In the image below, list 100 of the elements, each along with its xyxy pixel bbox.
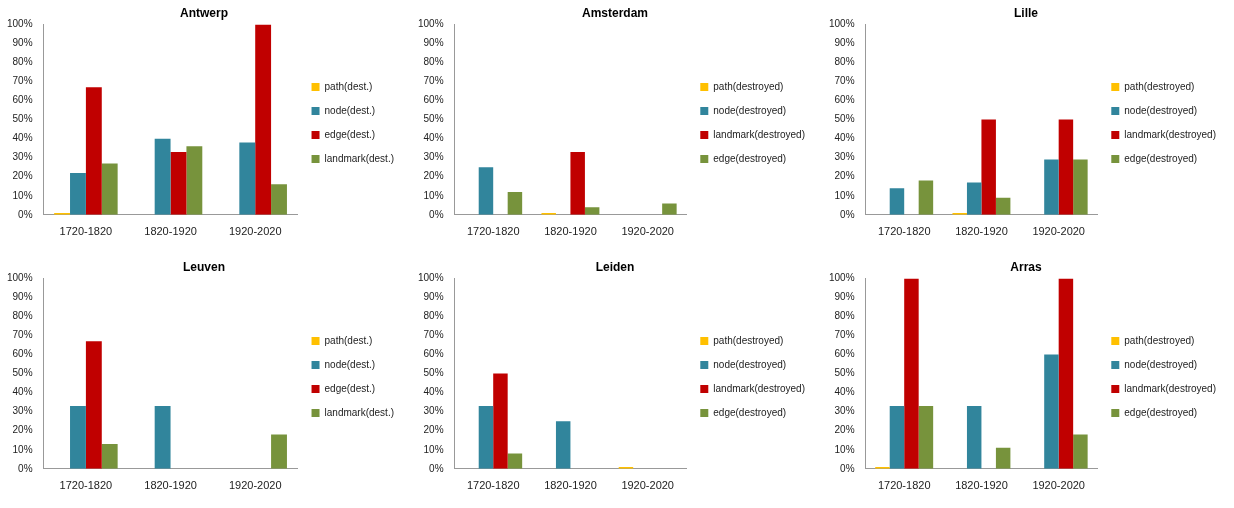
x-tick-label: 1820-1920 xyxy=(955,479,1008,492)
y-tick-label: 50% xyxy=(423,367,444,379)
x-tick-label: 1920-2020 xyxy=(621,479,674,492)
y-tick-label: 60% xyxy=(834,348,855,360)
bar xyxy=(995,197,1011,215)
chart-title: Leiden xyxy=(595,259,635,274)
bar xyxy=(255,24,272,215)
bar xyxy=(1058,119,1074,215)
legend-label: edge(destroyed) xyxy=(1124,406,1198,418)
y-tick-label: 10% xyxy=(423,443,444,455)
y-tick-label: 80% xyxy=(834,56,855,68)
x-tick-label: 1720-1820 xyxy=(877,225,931,238)
x-tick-label: 1720-1820 xyxy=(59,479,113,492)
y-tick-label: 80% xyxy=(423,310,444,322)
y-tick-label: 0% xyxy=(429,462,444,474)
legend-label: edge(destroyed) xyxy=(713,406,787,418)
x-tick-label: 1820-1920 xyxy=(544,479,597,492)
legend-label: node(dest.) xyxy=(324,358,376,370)
y-tick-label: 70% xyxy=(423,75,444,87)
bar xyxy=(995,447,1011,469)
chart-title: Arras xyxy=(1010,259,1042,274)
bar xyxy=(1073,434,1088,469)
bar xyxy=(889,405,905,469)
bar xyxy=(904,278,919,469)
y-tick-label: 0% xyxy=(18,462,33,474)
y-tick-label: 90% xyxy=(423,291,444,303)
legend-label: landmark(destroyed) xyxy=(713,128,806,140)
x-tick-label: 1820-1920 xyxy=(144,225,197,238)
bar xyxy=(478,405,494,469)
bar xyxy=(1044,354,1059,469)
legend-label: path(destroyed) xyxy=(1124,80,1195,92)
bar xyxy=(271,184,287,215)
y-tick-label: 60% xyxy=(12,94,33,106)
y-tick-label: 50% xyxy=(12,113,33,125)
y-tick-label: 100% xyxy=(418,18,444,30)
x-tick-label: 1720-1820 xyxy=(877,479,931,492)
bar xyxy=(170,151,187,215)
y-tick-label: 70% xyxy=(423,329,444,341)
y-tick-label: 70% xyxy=(12,329,33,341)
y-tick-label: 90% xyxy=(834,291,855,303)
y-tick-label: 30% xyxy=(834,151,855,163)
y-tick-label: 90% xyxy=(834,37,855,49)
y-tick-label: 30% xyxy=(12,151,33,163)
bar xyxy=(570,151,585,215)
legend-label: node(destroyed) xyxy=(713,104,787,116)
bar xyxy=(271,434,287,469)
y-tick-label: 80% xyxy=(423,56,444,68)
y-tick-label: 70% xyxy=(834,329,855,341)
y-tick-label: 100% xyxy=(7,272,33,284)
y-tick-label: 60% xyxy=(12,348,33,360)
y-tick-label: 60% xyxy=(423,94,444,106)
y-tick-label: 60% xyxy=(834,94,855,106)
y-tick-label: 20% xyxy=(12,424,33,436)
legend-label: path(destroyed) xyxy=(1124,334,1195,346)
bar xyxy=(507,191,523,215)
x-tick-label: 1720-1820 xyxy=(466,225,520,238)
legend-label: node(destroyed) xyxy=(1124,358,1198,370)
legend-label: path(dest.) xyxy=(324,80,373,92)
x-tick-label: 1920-2020 xyxy=(228,225,282,238)
y-tick-label: 40% xyxy=(834,132,855,144)
legend-label: landmark(dest.) xyxy=(324,152,394,164)
y-tick-label: 0% xyxy=(840,208,855,220)
y-tick-label: 50% xyxy=(423,113,444,125)
legend-label: path(destroyed) xyxy=(713,334,784,346)
legend-label: edge(destroyed) xyxy=(713,152,787,164)
bar xyxy=(85,341,102,469)
x-tick-label: 1820-1920 xyxy=(955,225,1008,238)
y-tick-label: 100% xyxy=(829,272,855,284)
y-tick-label: 80% xyxy=(834,310,855,322)
y-tick-label: 20% xyxy=(834,170,855,182)
y-tick-label: 70% xyxy=(834,75,855,87)
chart-title: Amsterdam xyxy=(581,5,649,20)
legend-label: path(dest.) xyxy=(324,334,373,346)
y-tick-label: 0% xyxy=(429,208,444,220)
legend-label: edge(dest.) xyxy=(324,382,376,394)
y-tick-label: 30% xyxy=(834,405,855,417)
legend-label: landmark(destroyed) xyxy=(713,382,806,394)
bar xyxy=(154,405,171,469)
x-tick-label: 1720-1820 xyxy=(466,479,520,492)
y-tick-label: 20% xyxy=(423,424,444,436)
legend-label: path(destroyed) xyxy=(713,80,784,92)
legend-label: node(dest.) xyxy=(324,104,376,116)
x-tick-label: 1720-1820 xyxy=(59,225,113,238)
bar xyxy=(239,142,256,215)
y-tick-label: 0% xyxy=(840,462,855,474)
legend-label: landmark(destroyed) xyxy=(1124,128,1217,140)
bar xyxy=(981,119,996,215)
y-tick-label: 90% xyxy=(12,37,33,49)
legend-label: node(destroyed) xyxy=(713,358,787,370)
y-tick-label: 50% xyxy=(12,367,33,379)
legend-label: node(destroyed) xyxy=(1124,104,1198,116)
bar xyxy=(966,405,982,469)
y-tick-label: 90% xyxy=(423,37,444,49)
x-tick-label: 1820-1920 xyxy=(144,479,197,492)
bar xyxy=(1044,159,1059,215)
chart-title: Lille xyxy=(1013,5,1039,20)
legend-label: landmark(dest.) xyxy=(324,406,394,418)
y-tick-label: 30% xyxy=(423,151,444,163)
y-tick-label: 80% xyxy=(12,310,33,322)
bar xyxy=(478,167,494,215)
